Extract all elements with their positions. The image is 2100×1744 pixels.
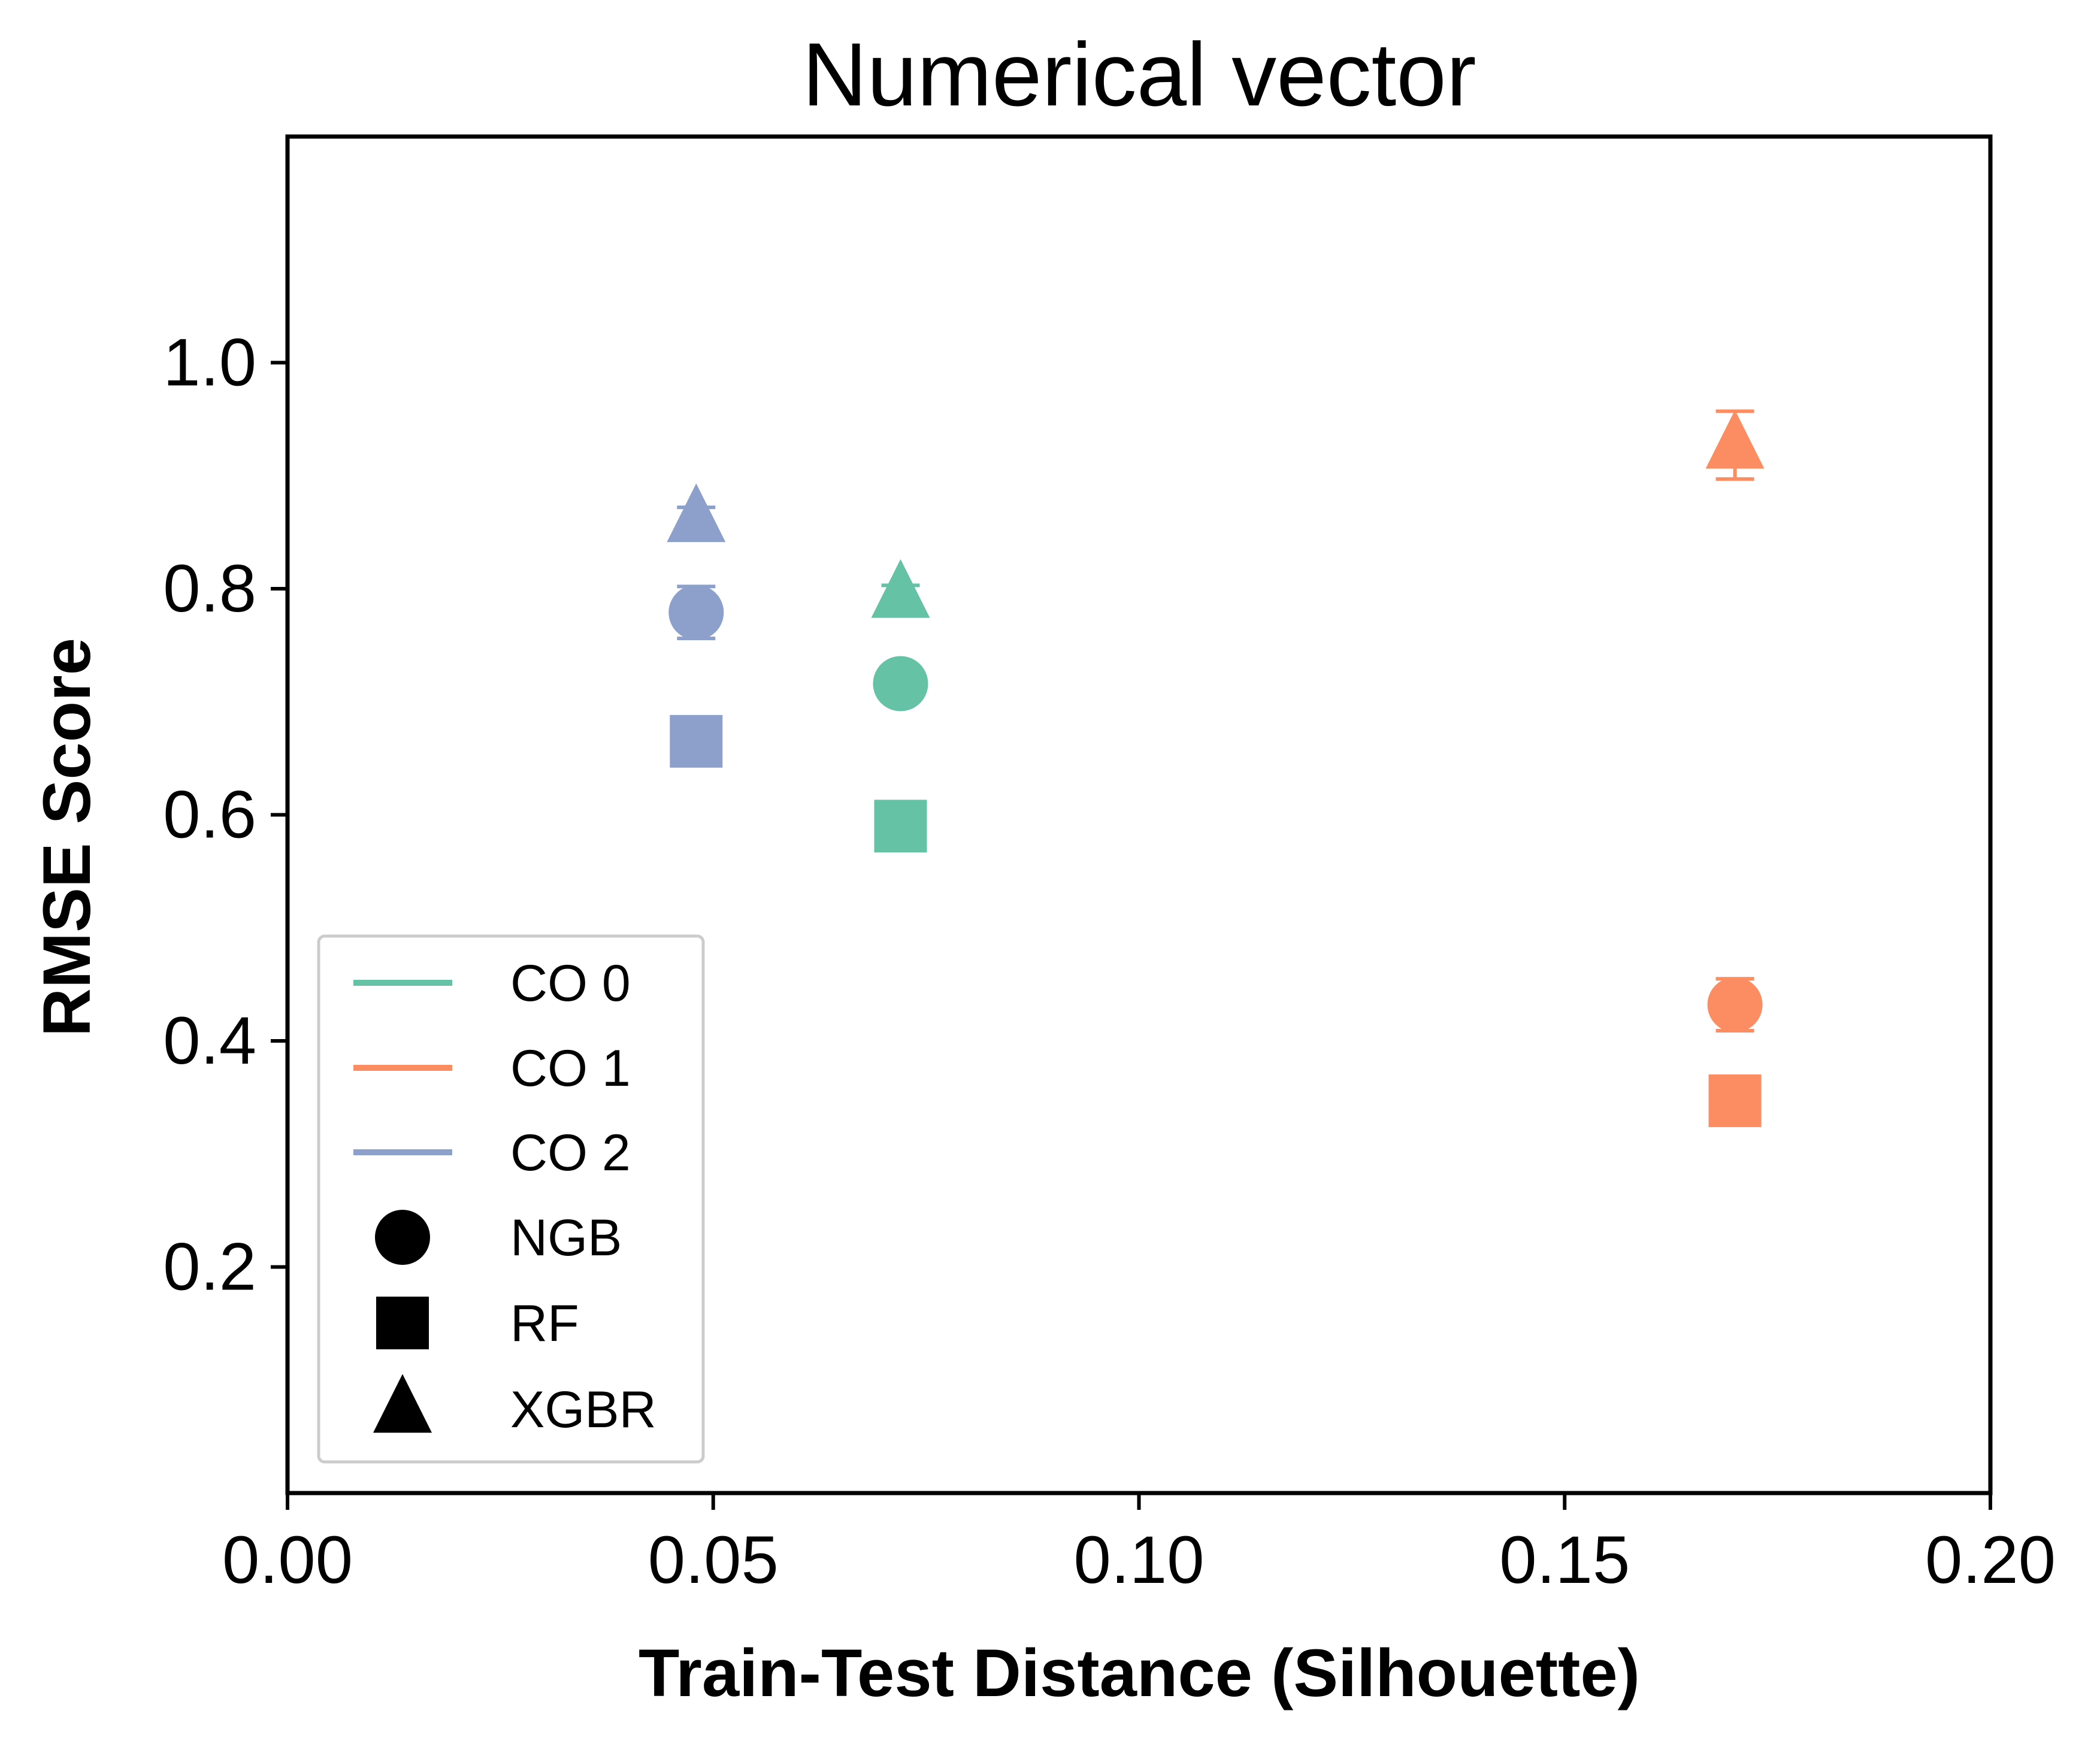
y-tick-label: 0.4 bbox=[163, 1003, 256, 1078]
legend-triangle-icon bbox=[373, 1374, 432, 1433]
x-axis-ticks: 0.00 0.05 0.10 0.15 0.20 bbox=[222, 1493, 2056, 1597]
legend-label: CO 0 bbox=[510, 955, 631, 1012]
chart-title: Numerical vector bbox=[802, 24, 1476, 125]
data-point-rf bbox=[1708, 1074, 1762, 1128]
x-tick-label: 0.20 bbox=[1925, 1522, 2056, 1597]
y-tick-label: 1.0 bbox=[163, 325, 256, 400]
x-tick-label: 0.10 bbox=[1074, 1522, 1205, 1597]
x-tick-label: 0.15 bbox=[1499, 1522, 1630, 1597]
data-point-ngb bbox=[668, 585, 724, 640]
data-point-ngb bbox=[1707, 977, 1763, 1033]
data-point-xgbr bbox=[1705, 410, 1765, 469]
legend-square-icon bbox=[376, 1297, 429, 1349]
x-tick-label: 0.05 bbox=[648, 1522, 779, 1597]
data-point-rf bbox=[874, 800, 927, 853]
data-point-ngb bbox=[873, 656, 928, 711]
data-point-xgbr bbox=[667, 483, 726, 543]
series-co-1 bbox=[1705, 409, 1765, 1128]
legend-label: NGB bbox=[510, 1209, 622, 1267]
x-tick-label: 0.00 bbox=[222, 1522, 353, 1597]
plot-area bbox=[667, 409, 1765, 1128]
y-axis-ticks: 0.2 0.4 0.6 0.8 1.0 bbox=[163, 325, 288, 1304]
legend: CO 0 CO 1 CO 2 NGB RF XGBR bbox=[317, 934, 705, 1464]
legend-circle-icon bbox=[375, 1210, 430, 1265]
y-tick-label: 0.8 bbox=[163, 551, 256, 626]
data-point-rf bbox=[670, 714, 723, 768]
legend-label: CO 1 bbox=[510, 1040, 631, 1097]
y-axis-label: RMSE Score bbox=[29, 638, 104, 1037]
data-point-xgbr bbox=[871, 559, 930, 618]
y-tick-label: 0.6 bbox=[163, 777, 256, 852]
x-axis-label: Train-Test Distance (Silhouette) bbox=[639, 1636, 1640, 1710]
series-co-2 bbox=[667, 483, 726, 768]
legend-label: CO 2 bbox=[510, 1124, 631, 1182]
legend-label: RF bbox=[510, 1295, 579, 1352]
y-tick-label: 0.2 bbox=[163, 1230, 256, 1304]
series-co-0 bbox=[871, 559, 930, 853]
legend-label: XGBR bbox=[510, 1381, 656, 1439]
